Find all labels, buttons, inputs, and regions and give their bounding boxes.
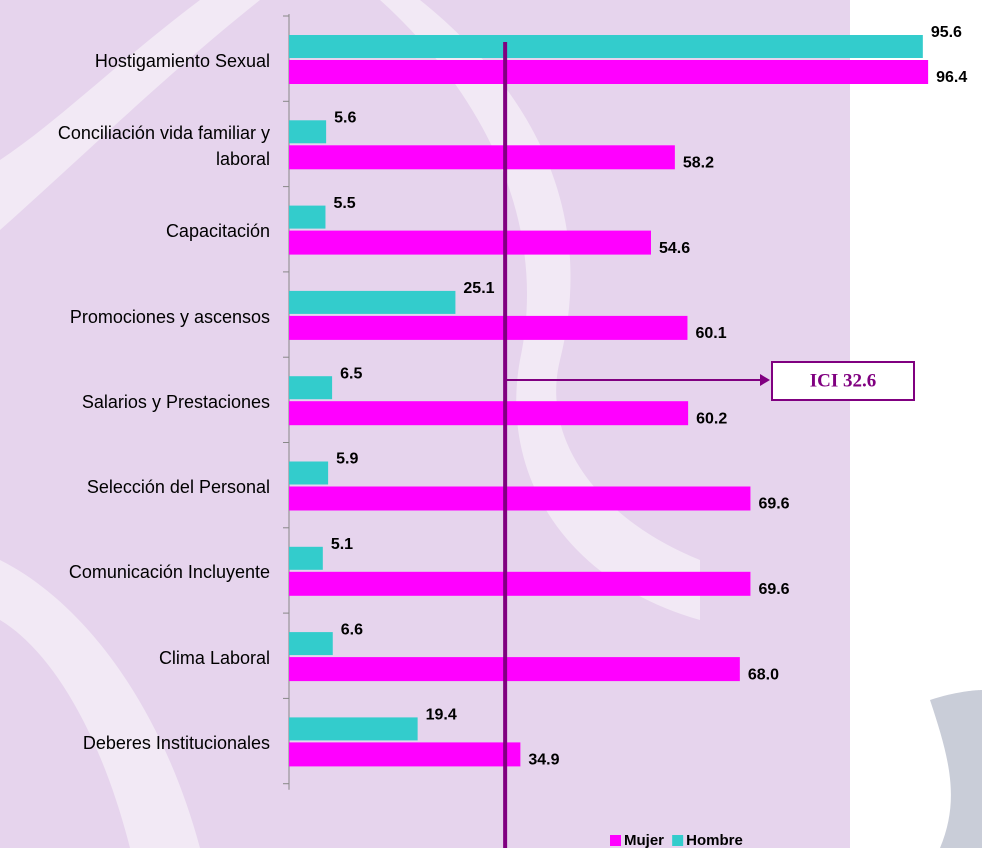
bar	[289, 230, 651, 255]
category-label: Selección del Personal	[86, 477, 270, 498]
value-label: 68.0	[748, 666, 779, 683]
category-label: Clima Laboral	[158, 647, 270, 668]
category-label: Conciliación vida familiar y laboral	[57, 122, 270, 169]
category-label: Promociones y ascensos	[69, 306, 270, 327]
legend-label: Mujer	[624, 832, 664, 848]
bar	[289, 401, 689, 426]
value-label: 34.9	[528, 752, 559, 769]
value-label: 95.6	[931, 24, 962, 41]
value-label: 69.6	[758, 496, 789, 513]
bar	[289, 205, 326, 229]
legend-swatch	[672, 835, 684, 846]
bar	[289, 742, 521, 767]
bar	[289, 486, 751, 511]
decor	[380, 0, 700, 620]
bar	[289, 120, 327, 144]
bar	[289, 60, 929, 84]
category-label: Deberes Institucionales	[82, 733, 270, 754]
value-label: 6.5	[340, 365, 362, 382]
value-label: 58.2	[683, 155, 714, 172]
annotation-box	[771, 361, 915, 401]
legend-label: Hombre	[686, 832, 743, 848]
decor	[930, 690, 982, 848]
bar	[289, 290, 456, 314]
bar	[289, 35, 923, 58]
value-label: 60.1	[695, 325, 726, 342]
bar	[289, 657, 740, 682]
value-label: 25.1	[463, 280, 494, 297]
legend-swatch	[610, 835, 621, 846]
value-label: 6.6	[341, 621, 363, 638]
annotation-label: ICI 32.6	[810, 370, 877, 391]
arrow-head	[760, 374, 770, 386]
category-label: Salarios y Prestaciones	[81, 391, 270, 412]
value-label: 19.4	[426, 707, 457, 724]
value-label: 5.9	[336, 451, 358, 468]
bar	[289, 461, 329, 485]
value-label: 69.6	[758, 581, 789, 598]
bar	[289, 145, 675, 170]
value-label: 96.4	[936, 69, 967, 86]
category-label: Hostigamiento Sexual	[94, 50, 270, 71]
bar	[289, 315, 688, 340]
value-label: 5.5	[333, 195, 355, 212]
value-label: 5.6	[334, 110, 356, 127]
bar	[289, 717, 418, 741]
bar	[289, 546, 323, 570]
value-label: 60.2	[696, 410, 727, 427]
bar	[289, 571, 751, 596]
category-label: Comunicación Incluyente	[68, 562, 270, 583]
value-label: 54.6	[659, 240, 690, 257]
value-label: 5.1	[331, 536, 353, 553]
category-label: Capacitación	[165, 221, 270, 242]
bar	[289, 632, 333, 656]
decor	[0, 560, 200, 848]
bar	[289, 376, 333, 400]
